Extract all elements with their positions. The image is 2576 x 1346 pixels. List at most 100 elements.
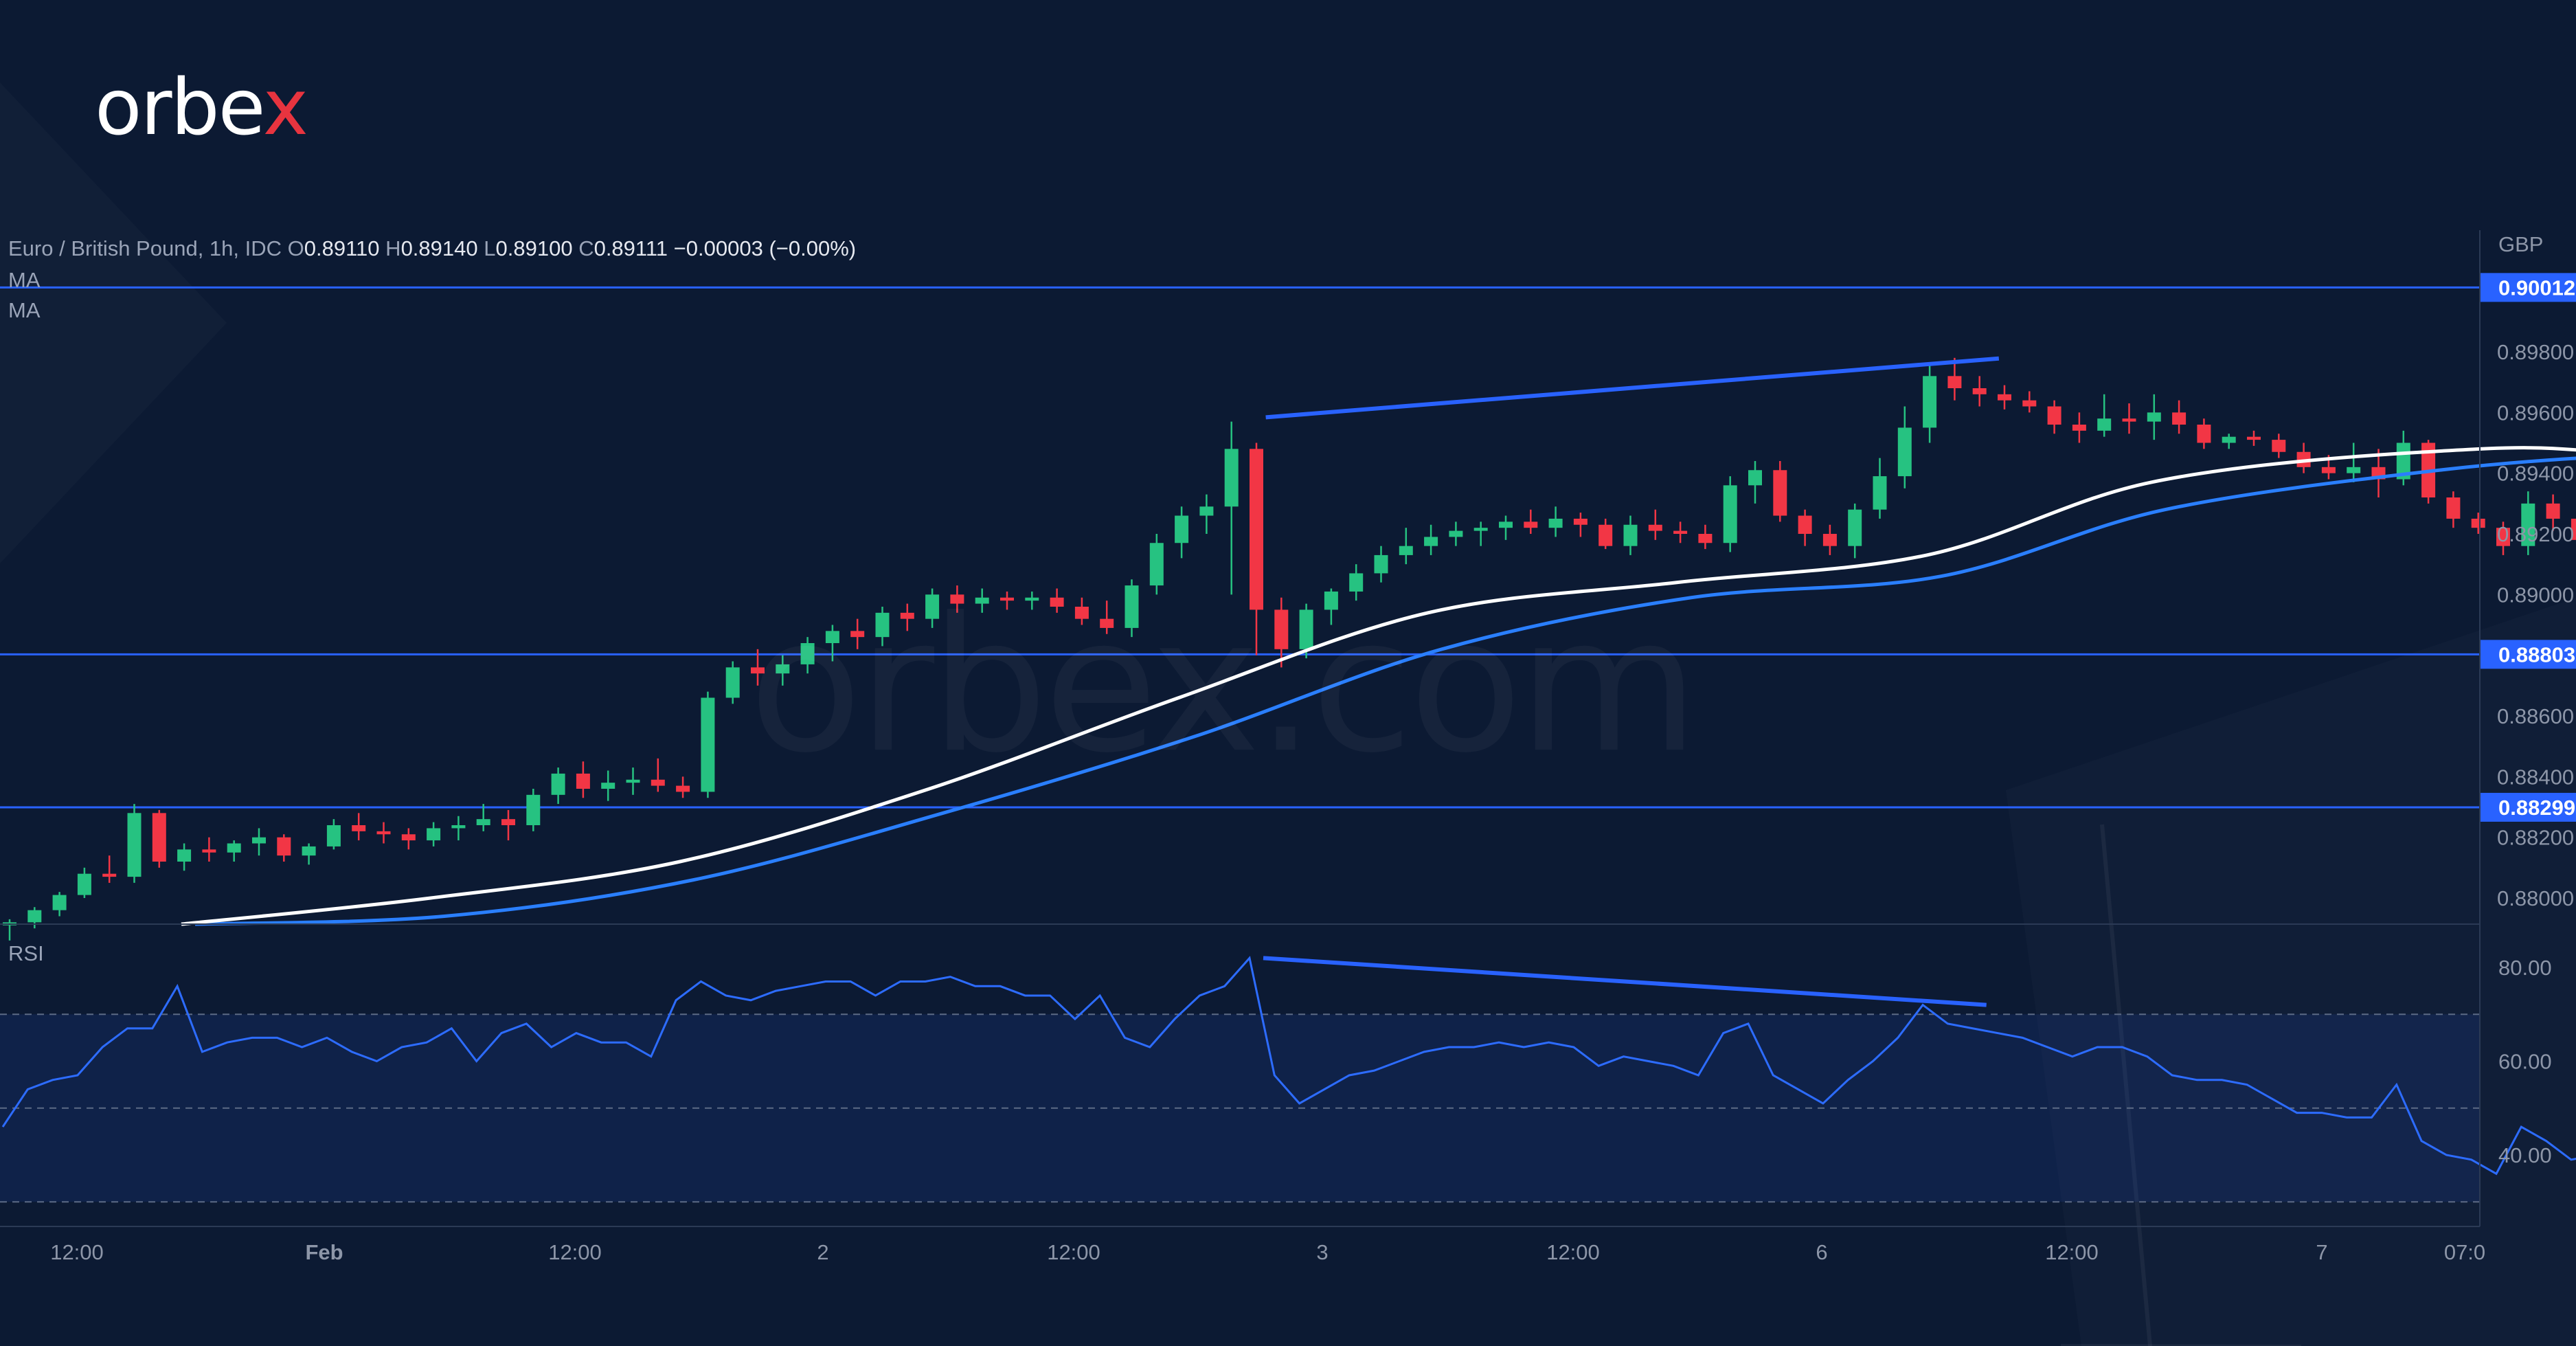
candle-body xyxy=(1798,515,1812,534)
candle-body xyxy=(1573,518,1588,525)
symbol-legend[interactable]: Euro / British Pound, 1h, IDC O0.89110 H… xyxy=(8,236,856,261)
candlestick-series xyxy=(3,357,2576,941)
ma-legend-2[interactable]: MA xyxy=(8,298,41,322)
candle xyxy=(77,867,91,898)
candle xyxy=(725,661,740,704)
candle xyxy=(850,618,865,649)
rsi-legend[interactable]: RSI xyxy=(8,941,44,965)
candle xyxy=(1349,564,1364,601)
candle xyxy=(2571,518,2576,540)
candle xyxy=(651,758,665,792)
candle-body xyxy=(1199,506,1214,516)
candle xyxy=(2471,513,2485,534)
candle-body xyxy=(1374,554,1388,574)
horizontal-levels[interactable]: 0.90012 0.88803 0.88299 xyxy=(0,273,2576,822)
candle-body xyxy=(701,697,715,792)
candle xyxy=(1125,579,1139,638)
candle xyxy=(1773,461,1787,522)
time-tick-label: 07:0 xyxy=(2444,1240,2485,1264)
candle xyxy=(1848,503,1862,559)
candle-body xyxy=(1623,524,1638,546)
candle-body xyxy=(2321,467,2336,473)
candle xyxy=(1947,357,1962,401)
candle-body xyxy=(1873,476,1887,510)
ma-legend-1[interactable]: MA xyxy=(8,268,41,292)
candle xyxy=(551,767,565,805)
time-tick-label: 7 xyxy=(2316,1240,2327,1264)
candle xyxy=(1149,534,1164,595)
axes: 0.88000 0.88200 0.88400 0.88600 0.89000 0.892… xyxy=(0,230,2574,1264)
candle-body xyxy=(875,612,890,638)
candle xyxy=(252,828,266,856)
candle-body xyxy=(302,846,316,856)
price-tick-label: 0.88200 xyxy=(2497,826,2574,850)
background-decor xyxy=(0,82,2576,1346)
candle-body xyxy=(427,828,441,841)
candle xyxy=(302,843,316,865)
candle-body xyxy=(1274,609,1289,649)
price-tick-label: 0.88600 xyxy=(2497,704,2574,728)
candle-body xyxy=(1100,618,1114,628)
candle xyxy=(2097,394,2112,437)
rsi-tick-label: 40.00 xyxy=(2498,1143,2552,1167)
candle-body xyxy=(501,819,515,825)
candle-body xyxy=(1349,573,1364,592)
open-label: O xyxy=(287,236,304,260)
candle xyxy=(1873,458,1887,519)
candle xyxy=(601,770,615,801)
candle-body xyxy=(2022,400,2037,407)
symbol-name: Euro / British Pound, 1h, IDC xyxy=(8,236,282,260)
candle-body xyxy=(277,837,291,856)
candle xyxy=(2072,412,2086,443)
candle xyxy=(27,907,42,929)
candle xyxy=(1573,513,1588,537)
level-price-label: 0.88299 xyxy=(2498,796,2575,820)
candle-body xyxy=(2496,528,2510,546)
candle-body xyxy=(900,612,914,619)
candle xyxy=(676,776,690,798)
candle-body xyxy=(2047,406,2061,425)
candle xyxy=(2197,418,2211,449)
high-label: H xyxy=(385,236,401,260)
candle xyxy=(451,816,466,841)
candle xyxy=(2446,491,2461,528)
candle xyxy=(1224,421,1239,595)
level-price-label: 0.88803 xyxy=(2498,642,2575,666)
candle xyxy=(975,588,989,613)
candle-body xyxy=(551,773,565,795)
candle-body xyxy=(2222,436,2236,443)
candle xyxy=(1074,597,1089,625)
watermark: orbex.com xyxy=(749,577,1699,794)
candle xyxy=(1250,442,1263,655)
candle xyxy=(1424,524,1438,555)
candle xyxy=(2347,442,2361,482)
candle-body xyxy=(2546,503,2560,519)
candle xyxy=(52,892,67,917)
low-label: L xyxy=(484,236,496,260)
time-tick-label: 6 xyxy=(1816,1240,1827,1264)
candle xyxy=(526,789,541,831)
time-tick-label: 12:00 xyxy=(548,1240,602,1264)
price-tick-label: 0.88400 xyxy=(2497,765,2574,789)
candle xyxy=(427,822,441,846)
trendline-annotations[interactable] xyxy=(1263,356,2000,1007)
price-trendline xyxy=(1265,356,2000,420)
time-tick-label: Feb xyxy=(305,1240,343,1264)
candle-body xyxy=(2446,497,2461,519)
candle-body xyxy=(27,910,42,923)
currency-label: GBP xyxy=(2498,232,2544,256)
logo-x: x xyxy=(262,63,308,153)
candle-body xyxy=(252,837,266,844)
decor-shape xyxy=(0,82,227,563)
decor-shape xyxy=(2006,598,2576,1346)
candle-body xyxy=(2571,518,2576,540)
rsi-trendline xyxy=(1263,956,1987,1007)
candle-body xyxy=(1848,509,1862,546)
change-value: −0.00003 (−0.00%) xyxy=(673,236,857,260)
candle xyxy=(1972,376,1987,407)
time-tick-label: 12:00 xyxy=(1546,1240,1600,1264)
candle-body xyxy=(326,825,341,846)
candle xyxy=(701,691,715,798)
